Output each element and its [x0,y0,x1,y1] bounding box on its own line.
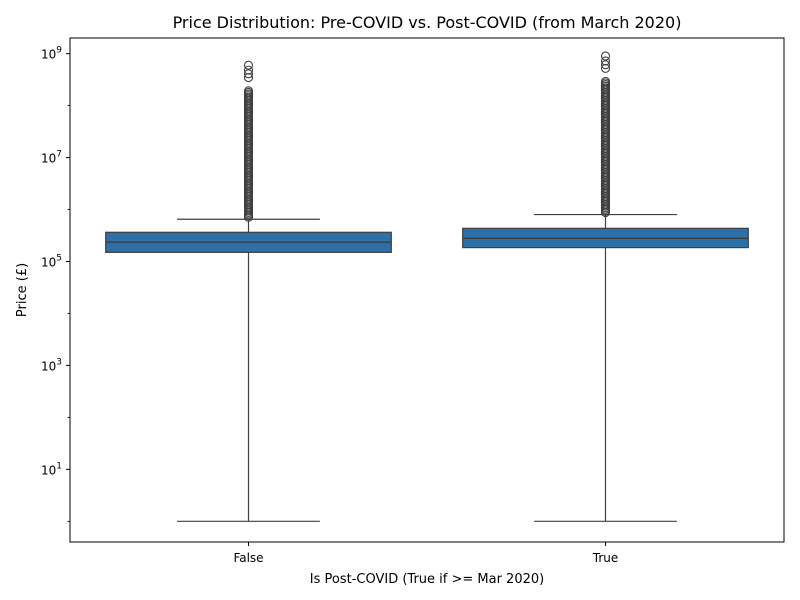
outlier-point [600,51,611,61]
y-tick-label: 107 [41,150,62,166]
y-tick-label: 103 [41,357,62,373]
outlier-point [243,73,254,83]
x-tick-label: True [592,551,619,565]
outlier-points [600,51,611,218]
plot-frame [69,37,785,543]
outlier-point [600,56,611,66]
x-axis-label: Is Post-COVID (True if >= Mar 2020) [310,572,544,587]
outlier-point [243,60,254,70]
y-tick-label: 109 [41,46,62,62]
chart-title: Price Distribution: Pre-COVID vs. Post-C… [173,13,682,32]
y-tick-label: 105 [41,253,62,269]
outlier-point [600,63,611,73]
y-tick-label: 101 [41,461,62,477]
x-axis: False True [233,542,618,565]
y-axis-label: Price (£) [15,263,30,317]
outlier-point [243,69,254,79]
outlier-point [243,65,254,75]
outlier-point [243,86,254,96]
box-group-false [105,60,392,522]
outlier-point [600,76,611,86]
outlier-points [243,60,254,222]
outlier-point [600,60,611,70]
box-group-true [462,51,749,522]
plot-area [105,51,749,522]
x-tick-label: False [233,551,263,565]
y-axis: 101 103 105 107 109 [41,46,70,522]
